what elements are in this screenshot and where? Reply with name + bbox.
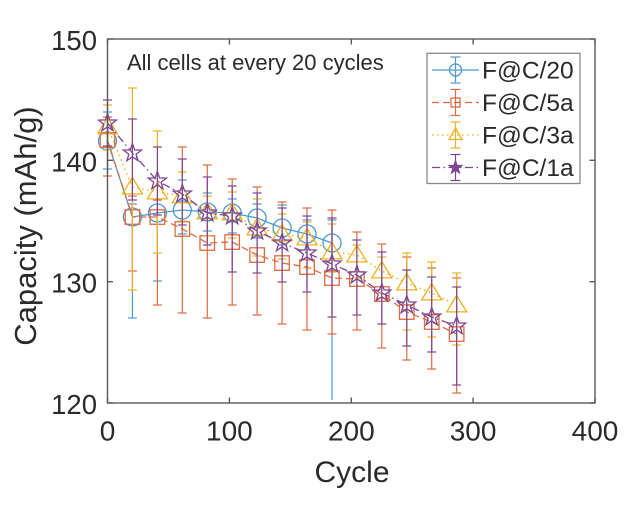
svg-text:140: 140 <box>51 146 97 177</box>
svg-text:F@C/20: F@C/20 <box>482 58 574 85</box>
svg-text:Cycle: Cycle <box>314 456 389 489</box>
svg-text:F@C/1a: F@C/1a <box>482 155 574 182</box>
svg-text:Capacity (mAh/g): Capacity (mAh/g) <box>8 106 43 345</box>
svg-text:F@C/3a: F@C/3a <box>482 123 574 150</box>
svg-text:130: 130 <box>51 268 97 299</box>
svg-text:100: 100 <box>206 416 253 447</box>
svg-text:200: 200 <box>328 416 375 447</box>
svg-text:0: 0 <box>100 416 116 447</box>
svg-text:400: 400 <box>572 416 619 447</box>
svg-text:All cells at every 20 cycles: All cells at every 20 cycles <box>127 50 384 75</box>
svg-text:120: 120 <box>51 389 97 420</box>
svg-text:F@C/5a: F@C/5a <box>482 90 574 117</box>
svg-text:150: 150 <box>51 25 97 56</box>
svg-text:300: 300 <box>450 416 497 447</box>
